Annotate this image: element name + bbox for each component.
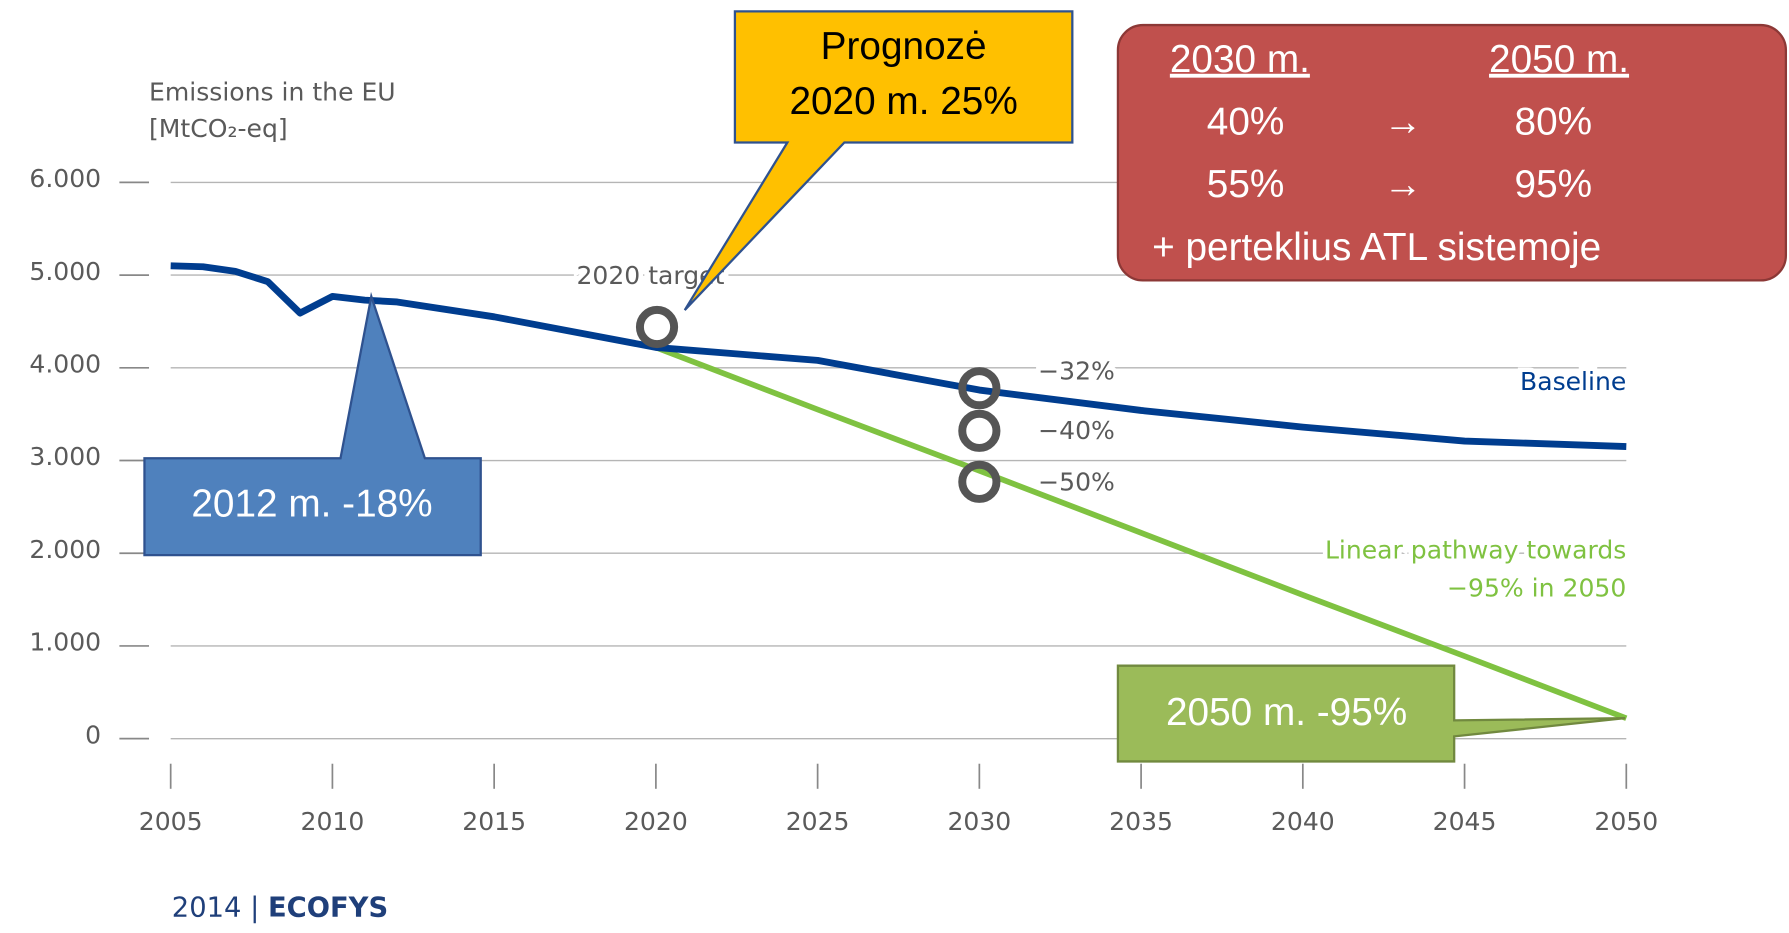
callout-text: Prognozė [821, 25, 987, 68]
y-tick-label: 3.000 [29, 442, 101, 471]
y-tick-label: 1.000 [29, 628, 101, 657]
x-tick-label: 2025 [786, 807, 850, 836]
targets-cell: → [1384, 100, 1423, 143]
targets-header: 2030 m. [1170, 38, 1310, 81]
y-tick-label: 6.000 [29, 164, 101, 193]
y-axis-label: [MtCO₂-eq] [149, 114, 288, 143]
targets-box [1116, 23, 1788, 282]
x-tick-label: 2015 [462, 807, 526, 836]
legend-label: Linear pathway towards [1325, 536, 1626, 565]
source-name: ECOFYS [268, 892, 388, 923]
x-tick-label: 2005 [139, 807, 203, 836]
forecast-callout [683, 10, 1074, 311]
x-tick-label: 2040 [1271, 807, 1335, 836]
x-tick-label: 2050 [1594, 807, 1658, 836]
callout-text: 2050 m. -95% [1166, 691, 1407, 734]
target-marker [958, 409, 1001, 452]
source-year: 2014 | [172, 892, 268, 923]
x-tick-label: 2020 [624, 807, 688, 836]
targets-header: 2050 m. [1489, 38, 1629, 81]
x-tick-label: 2035 [1109, 807, 1173, 836]
2012-callout [143, 291, 482, 557]
2050-callout [1116, 664, 1626, 763]
series-line [396, 299, 1628, 721]
x-tick-label: 2045 [1433, 807, 1497, 836]
y-axis-label: Emissions in the EU [149, 77, 396, 106]
y-tick-label: 0 [85, 720, 101, 749]
source: 2014 | ECOFYS [172, 892, 388, 923]
targets-cell: → [1384, 163, 1423, 206]
legend-label: Baseline [1520, 367, 1626, 396]
targets-cell: 40% [1207, 100, 1285, 143]
callout-text: 2012 m. -18% [191, 482, 432, 525]
marker-label: −32% [1038, 357, 1115, 386]
y-tick-label: 4.000 [29, 350, 101, 379]
target-marker [958, 367, 1001, 410]
targets-cell: 55% [1207, 163, 1285, 206]
marker-label: −50% [1038, 467, 1115, 496]
marker-label: −40% [1038, 416, 1115, 445]
x-tick-label: 2030 [947, 807, 1011, 836]
legend-label: −95% in 2050 [1447, 573, 1626, 602]
x-tick-label: 2010 [301, 807, 365, 836]
target-marker [635, 305, 679, 349]
y-tick-label: 2.000 [29, 535, 101, 564]
callout-text: 2020 m. 25% [789, 80, 1017, 123]
target-marker [958, 460, 1001, 503]
plot-area: 0 1.000 2.000 3.000 4.000 5.000 6.000 2005 2010 2… [29, 164, 1658, 836]
targets-cell: 95% [1515, 163, 1593, 206]
targets-footer: + perteklius ATL sistemoje [1152, 226, 1601, 269]
y-tick-label: 5.000 [29, 257, 101, 286]
targets-cell: 80% [1515, 100, 1593, 143]
series-line [170, 262, 1627, 451]
